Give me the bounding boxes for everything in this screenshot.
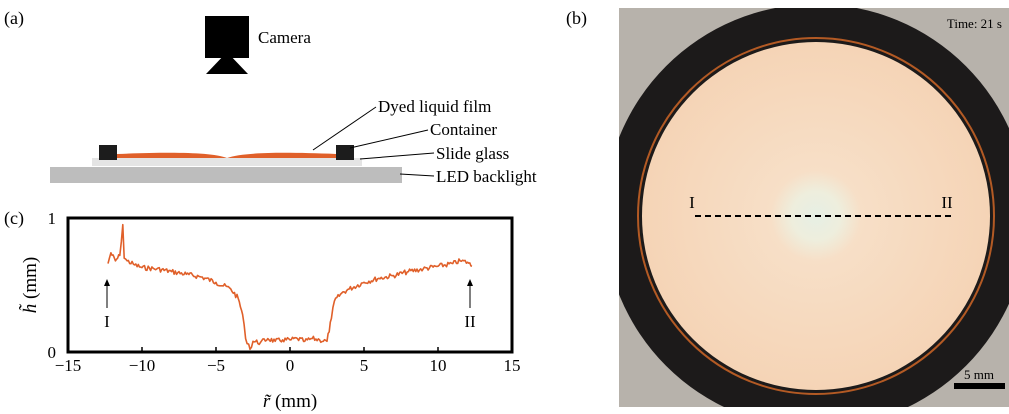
x-tick-label: −15 [55, 356, 82, 375]
marker-II-chart: II [464, 312, 476, 331]
scale-bar [954, 383, 1005, 389]
marker-I-photo: I [689, 193, 695, 212]
height-profile-chart: −15 −10 −5 0 5 10 15 0 1 I II h̃ (mm) r̃ (mm) [19, 209, 521, 412]
y-tick-label: 1 [48, 209, 57, 228]
height-profile-line [107, 223, 473, 351]
time-readout: Time: 21 s [947, 16, 1002, 31]
led-backlight-label: LED backlight [436, 167, 537, 186]
svg-text:h̃ (mm): h̃ (mm) [19, 257, 41, 313]
dyed-film-label: Dyed liquid film [378, 97, 492, 116]
x-tick-label: 10 [430, 356, 447, 375]
chart-xlabel: r̃ (mm) [263, 391, 317, 412]
container-left [99, 145, 117, 160]
camera-icon [205, 16, 249, 74]
slide-glass-label: Slide glass [436, 144, 510, 163]
setup-schematic [50, 16, 435, 183]
marker-I-chart: I [104, 312, 110, 331]
container-right [336, 145, 354, 160]
chart-ylabel: h̃ (mm) [19, 257, 41, 313]
slide-glass [92, 158, 362, 166]
container-label: Container [430, 120, 498, 139]
marker-II-photo: II [941, 193, 953, 212]
panel-a-label: (a) [4, 8, 24, 28]
panel-c-label: (c) [4, 208, 24, 228]
profile-markers: I II [104, 279, 476, 331]
x-tick-label: 5 [360, 356, 369, 375]
photo-drawing: I II Time: 21 s 5 mm [619, 8, 1009, 407]
y-tick-label: 0 [48, 343, 57, 362]
x-tick-label: −5 [207, 356, 225, 375]
panel-b-label: (b) [566, 8, 587, 28]
led-backlight [50, 167, 402, 183]
x-tick-label: −10 [129, 356, 156, 375]
camera-label: Camera [258, 28, 311, 47]
scale-bar-label: 5 mm [964, 367, 994, 382]
dyed-liquid-film [117, 152, 336, 158]
x-tick-label: 15 [504, 356, 521, 375]
x-tick-label: 0 [286, 356, 295, 375]
chart-frame [66, 216, 514, 354]
top-view-photo: I II Time: 21 s 5 mm [619, 8, 1009, 407]
ring-highlight [637, 37, 995, 395]
